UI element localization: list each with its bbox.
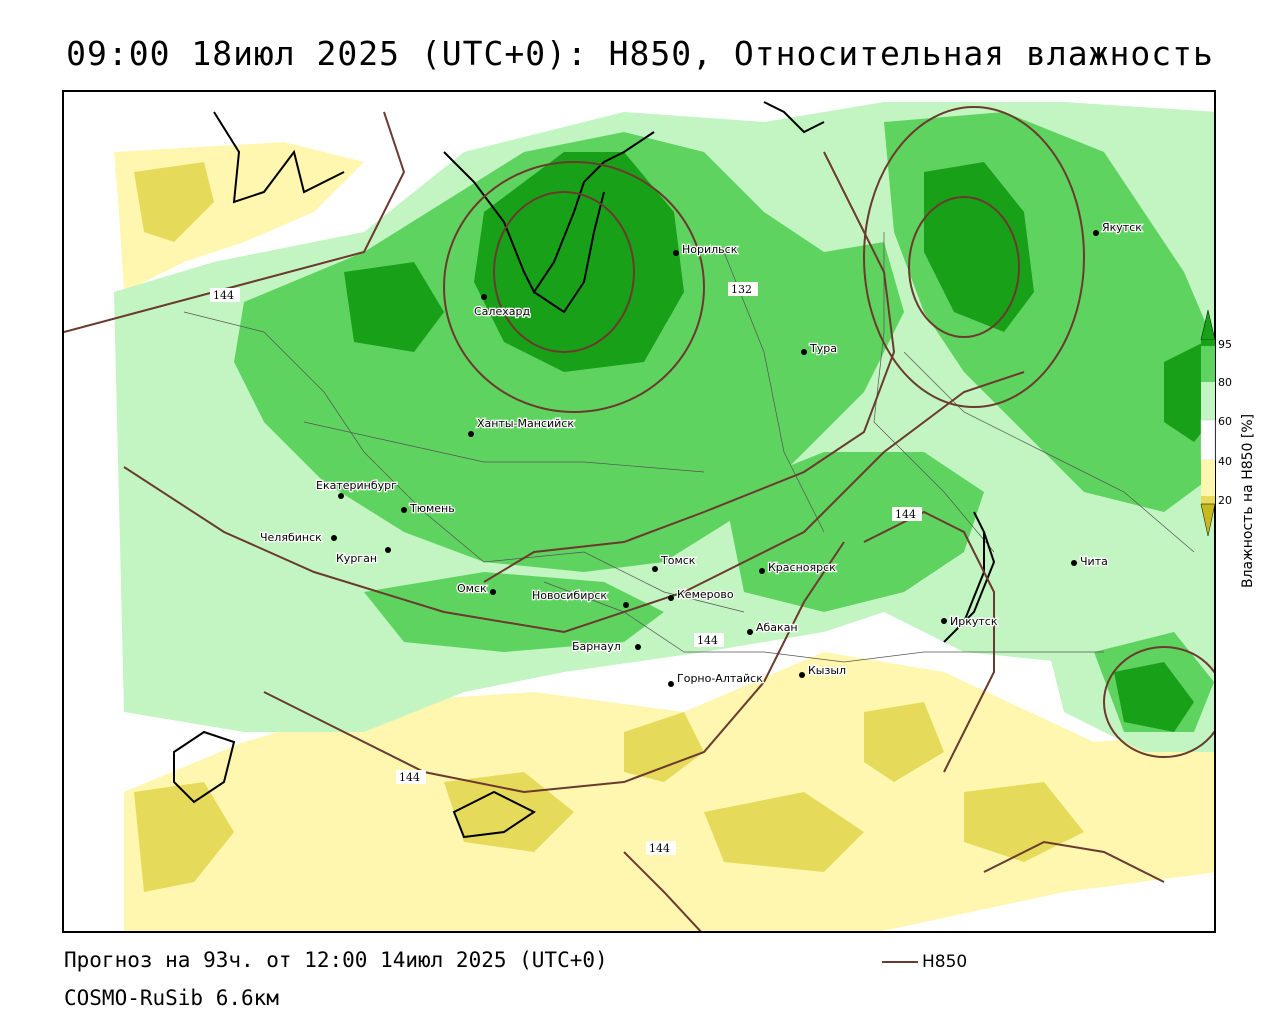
legend-tick: 95 bbox=[1218, 338, 1232, 351]
city-label: Чита bbox=[1080, 555, 1108, 568]
city-label: Новосибирск bbox=[532, 589, 607, 602]
moist-zones bbox=[114, 102, 1214, 752]
city-label: Кемерово bbox=[677, 588, 734, 601]
cities: Норильск Салехард Тура Якутск Ханты-Манс… bbox=[259, 220, 1144, 687]
region-borders bbox=[183, 232, 1195, 663]
contour-label: 144 bbox=[697, 634, 718, 647]
city-label: Салехард bbox=[474, 305, 530, 318]
contour-label: 144 bbox=[213, 289, 234, 302]
city-label: Екатеринбург bbox=[316, 479, 397, 492]
city-label: Омск bbox=[457, 582, 487, 595]
coastlines bbox=[173, 101, 996, 839]
city-label: Якутск bbox=[1102, 221, 1142, 234]
humidity-colorbar: 95 80 60 40 20 bbox=[1200, 309, 1232, 537]
legend-tick: 80 bbox=[1218, 376, 1232, 389]
city-label: Томск bbox=[660, 554, 696, 567]
model-name: COSMO-RuSib 6.6км bbox=[64, 986, 279, 1010]
legend-tick: 40 bbox=[1218, 455, 1232, 468]
city-label: Горно-Алтайск bbox=[677, 672, 763, 685]
city-label: Иркутск bbox=[950, 615, 998, 628]
contour-label: 144 bbox=[399, 771, 420, 784]
city-label: Ханты-Мансийск bbox=[477, 417, 574, 430]
city-label: Норильск bbox=[682, 243, 738, 256]
dry-zones bbox=[114, 132, 1214, 931]
contour-label: 132 bbox=[731, 283, 752, 296]
contour-legend: H850 bbox=[882, 952, 967, 972]
humidity-map: 144 132 144 144 144 144 Норильск Салехар… bbox=[64, 101, 1214, 931]
forecast-info: Прогноз на 93ч. от 12:00 14июл 2025 (UTC… bbox=[64, 948, 608, 972]
city-label: Курган bbox=[336, 552, 377, 565]
city-label: Абакан bbox=[756, 621, 798, 634]
contour-legend-swatch bbox=[882, 961, 918, 963]
city-label: Тюмень bbox=[409, 502, 455, 515]
contour-label: 144 bbox=[649, 842, 670, 855]
city-label: Барнаул bbox=[572, 640, 621, 653]
map-title: 09:00 18июл 2025 (UTC+0): H850, Относите… bbox=[66, 34, 1214, 73]
city-label: Тура bbox=[809, 342, 837, 355]
contour-legend-label: H850 bbox=[922, 952, 968, 972]
legend-title: Влажность на H850 [%] bbox=[1240, 413, 1256, 588]
city-label: Кызыл bbox=[808, 664, 846, 677]
legend-tick: 20 bbox=[1218, 494, 1232, 507]
h850-contours bbox=[64, 106, 1214, 931]
legend-tick: 60 bbox=[1218, 415, 1232, 428]
map-panel: 144 132 144 144 144 144 Норильск Салехар… bbox=[62, 90, 1216, 933]
contour-label: 144 bbox=[895, 508, 916, 521]
contour-label-group: 144 132 144 144 144 144 bbox=[210, 282, 922, 855]
city-label: Красноярск bbox=[768, 561, 836, 574]
city-label: Челябинск bbox=[260, 531, 322, 544]
